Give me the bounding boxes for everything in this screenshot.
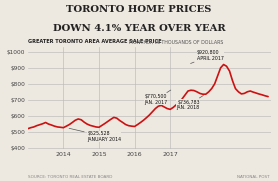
Text: TORONTO HOME PRICES: TORONTO HOME PRICES [66, 5, 212, 14]
Text: $770,500
JAN. 2017: $770,500 JAN. 2017 [144, 90, 171, 105]
Text: SOURCE: TORONTO REAL ESTATE BOARD: SOURCE: TORONTO REAL ESTATE BOARD [28, 175, 112, 179]
Text: $920,800
APRIL 2017: $920,800 APRIL 2017 [191, 50, 224, 64]
Text: DOWN 4.1% YEAR OVER YEAR: DOWN 4.1% YEAR OVER YEAR [53, 24, 225, 33]
Text: $736,783
JAN. 2018: $736,783 JAN. 2018 [177, 95, 203, 110]
Text: GREATER TORONTO AREA AVERAGE SALE PRICE: GREATER TORONTO AREA AVERAGE SALE PRICE [28, 39, 161, 44]
Text: NATIONAL POST: NATIONAL POST [237, 175, 270, 179]
Text: $525,528
JANUARY 2014: $525,528 JANUARY 2014 [69, 128, 121, 142]
Text: MONTHLY, IN THOUSANDS OF DOLLARS: MONTHLY, IN THOUSANDS OF DOLLARS [126, 39, 224, 44]
